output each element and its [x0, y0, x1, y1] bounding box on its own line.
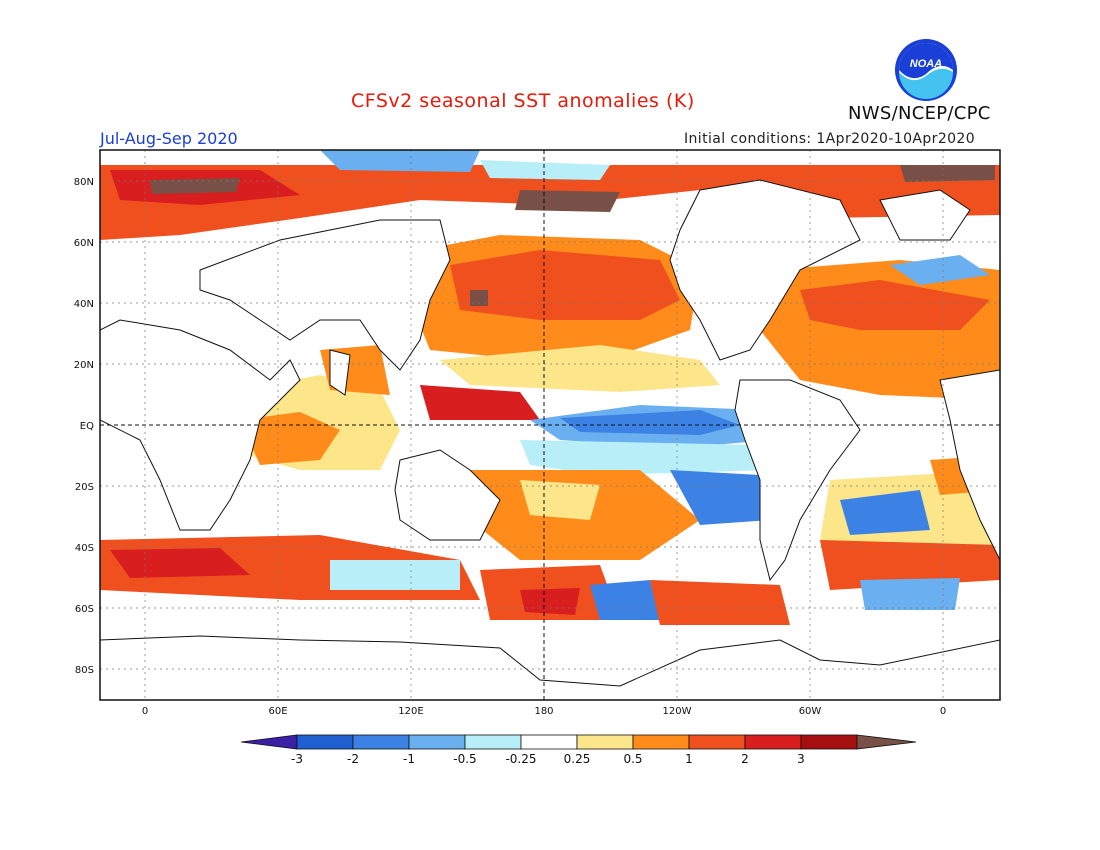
lat-label: 80S [75, 665, 94, 676]
lon-label: 180 [534, 706, 553, 717]
colorbar-labels: -3 -2 -1 -0.5 -0.25 0.25 0.5 1 2 3 [291, 752, 805, 766]
colorbar-arrow-low [240, 734, 298, 750]
lon-label: 60E [268, 706, 287, 717]
forecast-period: Jul-Aug-Sep 2020 [100, 129, 238, 148]
colorbar-swatch [688, 734, 746, 750]
organization-label: NWS/NCEP/CPC [848, 103, 991, 124]
colorbar-swatch [352, 734, 410, 750]
lon-label: 0 [142, 706, 148, 717]
colorbar-swatch [464, 734, 522, 750]
lat-label: EQ [80, 421, 94, 432]
colorbar-label: 1 [685, 752, 693, 766]
colorbar-label: -2 [347, 752, 359, 766]
lat-label: 60S [75, 604, 94, 615]
colorbar-label: 0.25 [564, 752, 591, 766]
colorbar-label: 2 [741, 752, 749, 766]
colorbar-label: -0.25 [505, 752, 536, 766]
colorbar-swatch [296, 734, 354, 750]
colorbar-swatch [632, 734, 690, 750]
lon-label: 120W [663, 706, 692, 717]
colorbar-swatch [744, 734, 802, 750]
lon-label: 60W [799, 706, 822, 717]
lat-label: 40S [75, 543, 94, 554]
graticule [100, 150, 1000, 700]
colorbar-label: -3 [291, 752, 303, 766]
latitude-labels: 80N 60N 40N 20N EQ 20S 40S 60S 80S [74, 177, 94, 676]
lat-label: 20S [75, 482, 94, 493]
initial-conditions: Initial conditions: 1Apr2020-10Apr2020 [684, 131, 976, 147]
lon-label: 120E [398, 706, 423, 717]
colorbar-label: 3 [797, 752, 805, 766]
colorbar-swatch [520, 734, 578, 750]
lon-label: 0 [940, 706, 946, 717]
colorbar [240, 734, 917, 750]
lat-label: 60N [74, 238, 94, 249]
map-title: CFSv2 seasonal SST anomalies (K) [351, 90, 695, 112]
colorbar-label: -1 [403, 752, 415, 766]
colorbar-label: 0.5 [623, 752, 642, 766]
colorbar-swatch [408, 734, 466, 750]
colorbar-arrow-high [856, 734, 917, 750]
lat-label: 80N [74, 177, 94, 188]
colorbar-swatch [800, 734, 858, 750]
continent-outlines [100, 179, 1000, 582]
logo-text: NOAA [910, 58, 942, 70]
lat-label: 40N [74, 299, 94, 310]
map-frame [99, 149, 1001, 701]
colorbar-swatch [576, 734, 634, 750]
noaa-logo-icon: NOAA [894, 38, 958, 102]
colorbar-label: -0.5 [453, 752, 476, 766]
longitude-labels: 0 60E 120E 180 120W 60W 0 [142, 706, 946, 717]
lat-label: 20N [74, 360, 94, 371]
